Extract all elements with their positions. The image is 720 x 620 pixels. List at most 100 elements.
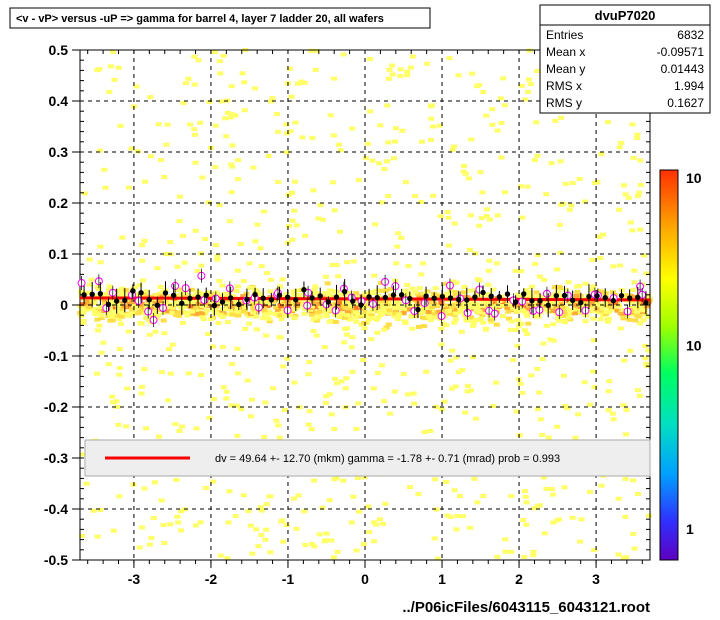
heat-cell: [367, 109, 373, 113]
heat-cell: [486, 259, 492, 263]
heat-cell: [96, 324, 102, 328]
heat-cell: [323, 401, 329, 405]
heat-cell: [198, 373, 204, 377]
heat-cell: [301, 509, 307, 513]
heat-cell: [468, 137, 474, 141]
heat-cell: [387, 412, 393, 416]
heat-cell: [212, 165, 218, 169]
heat-cell: [617, 264, 623, 268]
heat-cell: [426, 310, 432, 314]
heat-cell: [227, 219, 233, 223]
profile-point: [285, 295, 289, 299]
heat-cell: [339, 379, 345, 383]
heat-cell: [169, 310, 175, 314]
heat-cell: [162, 541, 168, 545]
heat-cell: [395, 231, 401, 235]
heat-cell: [630, 478, 636, 482]
heat-cell: [562, 485, 568, 489]
profile-point: [424, 294, 428, 298]
heat-cell: [365, 504, 371, 508]
heat-cell: [252, 239, 258, 243]
heat-cell: [344, 333, 350, 337]
heat-cell: [331, 427, 337, 431]
heat-cell: [523, 495, 529, 499]
heat-cell: [141, 487, 147, 491]
heat-cell: [623, 432, 629, 436]
heat-cell: [139, 392, 145, 396]
profile-point: [432, 296, 436, 300]
heat-cell: [217, 59, 223, 63]
colorbar-label: 1: [686, 521, 694, 537]
heat-cell: [477, 310, 483, 314]
profile-point: [351, 299, 355, 303]
heat-cell: [494, 261, 500, 265]
heat-cell: [247, 286, 253, 290]
heat-cell: [211, 397, 217, 401]
heat-cell: [137, 310, 143, 314]
heat-cell: [116, 66, 122, 70]
heat-cell: [159, 498, 165, 502]
heat-cell: [376, 161, 382, 165]
heat-cell: [317, 532, 323, 536]
profile-point: [269, 298, 273, 302]
heat-cell: [95, 328, 101, 332]
heat-cell: [238, 242, 244, 246]
y-tick-label: -0.4: [44, 501, 68, 517]
profile-point: [180, 301, 184, 305]
y-tick-label: 0.5: [49, 42, 69, 58]
x-tick-label: 3: [592, 571, 600, 587]
heat-cell: [472, 251, 478, 255]
heat-cell: [392, 390, 398, 394]
heat-cell: [192, 161, 198, 165]
heat-cell: [445, 210, 451, 214]
heat-cell: [449, 349, 455, 353]
heat-cell: [589, 258, 595, 262]
heat-cell: [98, 314, 104, 318]
heat-cell: [528, 373, 534, 377]
heat-cell: [235, 158, 241, 162]
heat-cell: [185, 312, 191, 316]
heat-cell: [632, 547, 638, 551]
heat-cell: [311, 479, 317, 483]
heat-cell: [161, 318, 167, 322]
heat-cell: [337, 315, 343, 319]
heat-cell: [177, 429, 183, 433]
heat-cell: [302, 234, 308, 238]
heat-cell: [266, 317, 272, 321]
heat-cell: [309, 427, 315, 431]
heat-cell: [196, 58, 202, 62]
heat-cell: [217, 203, 223, 207]
heat-cell: [295, 82, 301, 86]
heat-cell: [93, 310, 99, 314]
heat-cell: [320, 218, 326, 222]
heat-cell: [637, 158, 643, 162]
colorbar: [660, 170, 678, 560]
heat-cell: [570, 181, 576, 185]
heat-cell: [107, 284, 113, 288]
heat-cell: [387, 68, 393, 72]
heat-cell: [631, 269, 637, 273]
heat-cell: [280, 277, 286, 281]
heat-cell: [466, 176, 472, 180]
heat-cell: [562, 319, 568, 323]
heat-cell: [412, 194, 418, 198]
heat-cell: [457, 494, 463, 498]
heat-cell: [311, 329, 317, 333]
heat-cell: [280, 540, 286, 544]
heat-cell: [314, 334, 320, 338]
heat-cell: [493, 381, 499, 385]
heat-cell: [263, 334, 269, 338]
heat-cell: [445, 216, 451, 220]
heat-cell: [393, 126, 399, 130]
heat-cell: [167, 522, 173, 526]
heat-cell: [428, 138, 434, 142]
heat-cell: [528, 82, 534, 86]
profile-point: [456, 297, 460, 301]
heat-cell: [590, 369, 596, 373]
heat-cell: [255, 544, 261, 548]
heat-cell: [229, 143, 235, 147]
heat-cell: [176, 219, 182, 223]
heat-cell: [246, 322, 252, 326]
heat-cell: [258, 246, 264, 250]
heat-cell: [563, 182, 569, 186]
